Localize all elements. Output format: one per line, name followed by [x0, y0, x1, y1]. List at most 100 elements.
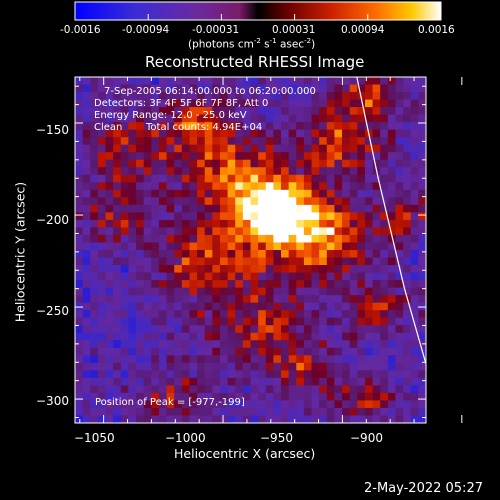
heatmap-cell — [75, 392, 84, 402]
heatmap-cell — [364, 219, 374, 229]
heatmap-cell — [212, 234, 221, 244]
heatmap-cell — [364, 302, 374, 311]
heatmap-cell — [273, 219, 282, 229]
heatmap-cell — [189, 84, 198, 93]
heatmap-cell — [326, 137, 336, 146]
heatmap-cell — [303, 332, 313, 341]
heatmap-cell — [113, 340, 122, 349]
heatmap-cell — [197, 295, 206, 304]
heatmap-cell — [395, 370, 404, 379]
heatmap-cell — [288, 227, 297, 236]
heatmap-cell — [250, 212, 259, 221]
heatmap-cell — [227, 137, 236, 146]
heatmap-cell — [288, 234, 297, 244]
heatmap-cell — [136, 280, 145, 289]
heatmap-cell — [120, 92, 130, 101]
heatmap-cell — [410, 99, 419, 108]
heatmap-cell — [97, 362, 107, 371]
heatmap-cell — [342, 182, 351, 191]
heatmap-cell — [143, 332, 152, 341]
heatmap-cell — [105, 144, 114, 153]
heatmap-cell — [166, 340, 175, 349]
heatmap-cell — [151, 302, 160, 311]
heatmap-cell — [120, 317, 130, 326]
heatmap-cell — [120, 84, 130, 93]
heatmap-cell — [258, 77, 267, 86]
heatmap-cell — [113, 400, 122, 409]
heatmap-cell — [75, 99, 84, 108]
heatmap-cell — [349, 347, 358, 356]
heatmap-cell — [349, 310, 358, 319]
heatmap-cell — [364, 122, 374, 131]
heatmap-cell — [204, 159, 213, 168]
heatmap-cell — [82, 137, 91, 146]
heatmap-cell — [288, 84, 297, 93]
heatmap-cell — [189, 355, 198, 364]
heatmap-cell — [288, 242, 297, 251]
heatmap-cell — [235, 347, 244, 356]
heatmap-cell — [281, 250, 290, 259]
heatmap-cell — [403, 317, 412, 326]
heatmap-cell — [303, 219, 313, 229]
heatmap-cell — [158, 295, 168, 304]
heatmap-cell — [219, 129, 229, 138]
heatmap-cell — [235, 332, 244, 341]
heatmap-cell — [105, 99, 114, 108]
heatmap-cell — [166, 407, 175, 417]
heatmap-cell — [212, 325, 221, 334]
heatmap-cell — [326, 332, 336, 341]
heatmap-cell — [410, 257, 419, 266]
heatmap-cell — [281, 272, 290, 281]
heatmap-cell — [296, 257, 305, 266]
heatmap-cell — [120, 114, 130, 123]
heatmap-cell — [105, 317, 114, 326]
heatmap-cell — [235, 325, 244, 334]
heatmap-cell — [357, 295, 366, 304]
heatmap-cell — [82, 347, 91, 356]
heatmap-cell — [319, 107, 328, 116]
heatmap-cell — [380, 347, 389, 356]
heatmap-cell — [97, 400, 107, 409]
heatmap-cell — [227, 325, 236, 334]
heatmap-cell — [357, 174, 366, 183]
heatmap-cell — [418, 174, 426, 183]
heatmap-cell — [212, 92, 221, 101]
heatmap-cell — [288, 204, 297, 213]
heatmap-cell — [242, 242, 252, 251]
heatmap-cell — [273, 242, 282, 251]
heatmap-cell — [296, 144, 305, 153]
heatmap-cell — [311, 415, 320, 423]
heatmap-cell — [128, 77, 137, 86]
heatmap-cell — [82, 392, 91, 402]
heatmap-cell — [410, 137, 419, 146]
heatmap-cell — [273, 302, 282, 311]
heatmap-cell — [303, 234, 313, 244]
heatmap-cell — [357, 377, 366, 386]
heatmap-cell — [387, 234, 397, 244]
heatmap-cell — [296, 332, 305, 341]
heatmap-cell — [166, 280, 175, 289]
heatmap-cell — [181, 242, 191, 251]
heatmap-cell — [90, 302, 99, 311]
heatmap-cell — [143, 242, 152, 251]
heatmap-cell — [227, 167, 236, 176]
heatmap-cell — [334, 219, 343, 229]
heatmap-cell — [372, 355, 381, 364]
heatmap-cell — [166, 257, 175, 266]
heatmap-cell — [158, 415, 168, 423]
heatmap-cell — [82, 189, 91, 198]
heatmap-cell — [273, 212, 282, 221]
heatmap-cell — [227, 129, 236, 138]
heatmap-cell — [410, 280, 419, 289]
heatmap-cell — [204, 189, 213, 198]
heatmap-cell — [418, 219, 426, 229]
info-peak-position: Position of Peak = [-977,-199] — [95, 397, 245, 408]
heatmap-cell — [113, 310, 122, 319]
heatmap-cell — [189, 325, 198, 334]
heatmap-cell — [120, 332, 130, 341]
heatmap-cell — [364, 407, 374, 417]
heatmap-cell — [204, 182, 213, 191]
heatmap-cell — [410, 234, 419, 244]
heatmap-cell — [296, 77, 305, 86]
heatmap-cell — [158, 332, 168, 341]
